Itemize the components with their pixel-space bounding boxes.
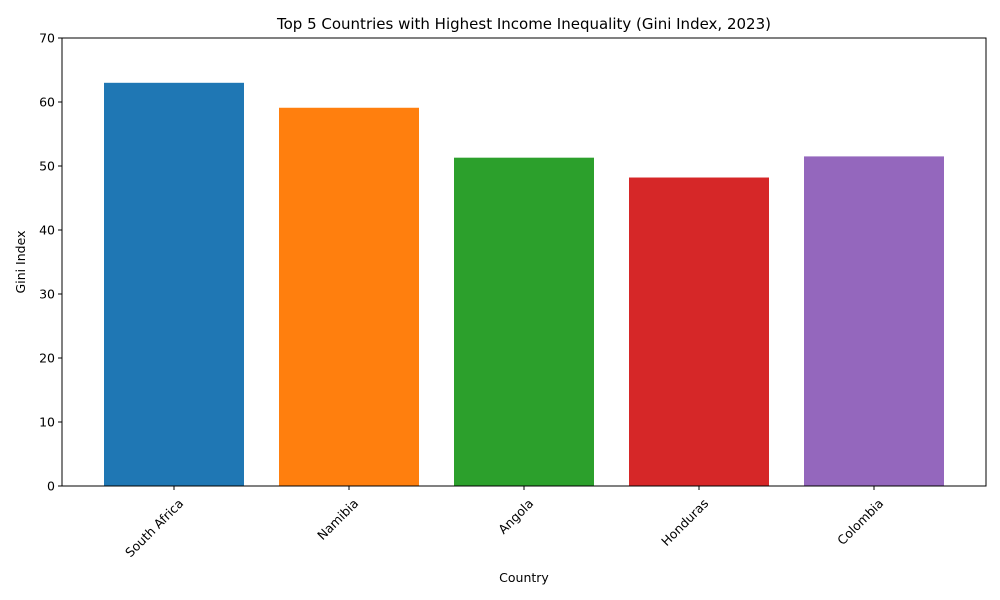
y-tick-label: 70: [39, 30, 55, 45]
y-tick-label: 40: [39, 222, 55, 237]
y-axis: 0 10 20 30 40 50 60 70: [39, 30, 62, 493]
x-tick-label: Colombia: [834, 496, 886, 548]
x-tick-label: Namibia: [314, 496, 361, 543]
bar-colombia: [804, 156, 944, 486]
y-tick-label: 20: [39, 350, 55, 365]
x-tick-label: South Africa: [122, 496, 186, 560]
x-axis: South Africa Namibia Angola Honduras Colombi…: [122, 486, 886, 560]
x-axis-label: Country: [499, 570, 549, 585]
bar-south-africa: [104, 82, 244, 487]
bar-honduras: [629, 177, 769, 486]
bar-angola: [454, 157, 594, 486]
y-tick-label: 50: [39, 158, 55, 173]
y-tick-label: 30: [39, 286, 55, 301]
y-tick-label: 0: [47, 478, 55, 493]
chart-title: Top 5 Countries with Highest Income Ineq…: [276, 15, 771, 33]
x-tick-label: Honduras: [658, 496, 711, 549]
x-tick-label: Angola: [495, 496, 536, 537]
bar-namibia: [279, 107, 419, 486]
bars-group: [104, 82, 944, 487]
y-axis-label: Gini Index: [13, 231, 28, 294]
y-tick-label: 10: [39, 414, 55, 429]
y-tick-label: 60: [39, 94, 55, 109]
